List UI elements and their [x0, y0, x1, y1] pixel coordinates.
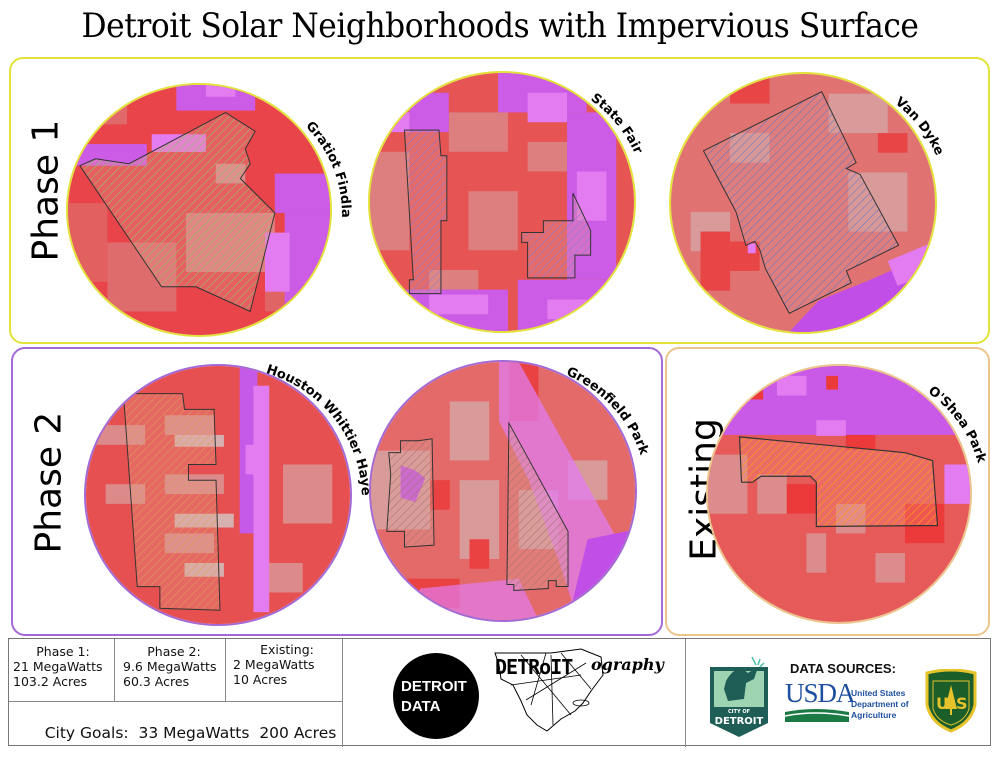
map-oshea-park[interactable]: [706, 364, 972, 624]
data-sources-label: DATA SOURCES:: [790, 661, 896, 676]
usda-logo: USDA: [784, 679, 856, 723]
phase1-label: Phase 1: [25, 119, 67, 262]
detroit-data-logo: DETROIT DATA: [393, 653, 479, 739]
detroitography-logo: DETRoIT ography: [491, 645, 671, 735]
legend-footer: Phase 1: 21 MegaWatts 103.2 Acres Phase …: [8, 638, 991, 747]
map-gratiot-findlay[interactable]: [66, 83, 332, 337]
impervious-raster: [68, 85, 330, 335]
stat-phase2: Phase 2: 9.6 MegaWatts 60.3 Acres: [123, 644, 217, 689]
forest-service-shield-icon: U S: [925, 668, 977, 733]
map-van-dyke[interactable]: [669, 72, 937, 334]
usda-text: United States Department of Agriculture: [851, 688, 909, 720]
forest-service-logo: U S: [923, 668, 979, 733]
map-houston-whittier-hayes[interactable]: [84, 364, 352, 626]
usda-field-icon: [784, 709, 850, 722]
impervious-raster: [371, 362, 635, 620]
phase2-label: Phase 2: [28, 411, 70, 554]
impervious-raster: [86, 366, 350, 624]
impervious-raster: [370, 73, 634, 331]
detroit-map-outline-icon: [494, 648, 604, 732]
svg-text:S: S: [956, 694, 968, 713]
page-title: Detroit Solar Neighborhoods with Impervi…: [81, 6, 919, 46]
impervious-raster: [671, 74, 935, 332]
stat-existing: Existing: 2 MegaWatts 10 Acres: [233, 642, 315, 687]
map-greenfield-park[interactable]: [369, 360, 637, 622]
stat-phase1: Phase 1: 21 MegaWatts 103.2 Acres: [13, 644, 103, 689]
city-of-detroit-logo: CITY OF DETROIT: [708, 653, 770, 739]
impervious-raster: [708, 366, 970, 622]
map-state-fair[interactable]: [368, 71, 636, 333]
spirit-of-detroit-icon: [710, 656, 768, 737]
city-goals: City Goals: 33 MegaWatts 200 Acres: [44, 724, 337, 742]
